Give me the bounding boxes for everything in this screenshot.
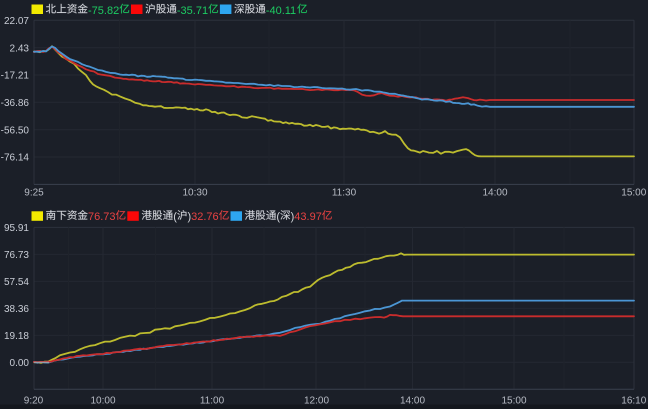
svg-text:14:00: 14:00 bbox=[400, 395, 425, 406]
svg-text:14:00: 14:00 bbox=[482, 188, 507, 199]
svg-text:15:00: 15:00 bbox=[501, 395, 526, 406]
svg-text:-56.50: -56.50 bbox=[1, 125, 30, 136]
svg-text:43.97: 43.97 bbox=[294, 211, 322, 223]
svg-text:): ) bbox=[188, 211, 192, 223]
svg-text:0.00: 0.00 bbox=[10, 358, 30, 369]
svg-text:10:30: 10:30 bbox=[182, 188, 207, 199]
svg-text:11:00: 11:00 bbox=[200, 395, 225, 406]
svg-text:95.91: 95.91 bbox=[4, 223, 29, 234]
svg-text:-75.82: -75.82 bbox=[88, 5, 119, 17]
svg-text:-36.86: -36.86 bbox=[1, 98, 30, 109]
svg-text:32.76: 32.76 bbox=[191, 211, 219, 223]
svg-text:-17.21: -17.21 bbox=[1, 71, 30, 82]
svg-text:10:00: 10:00 bbox=[90, 395, 115, 406]
svg-text:-35.71: -35.71 bbox=[177, 5, 208, 17]
svg-text:-76.14: -76.14 bbox=[1, 153, 30, 164]
svg-text:19.18: 19.18 bbox=[4, 331, 29, 342]
svg-text:76.73: 76.73 bbox=[88, 211, 116, 223]
svg-text:22.07: 22.07 bbox=[4, 16, 29, 27]
svg-text:12:00: 12:00 bbox=[304, 395, 329, 406]
svg-text:15:00: 15:00 bbox=[621, 188, 646, 199]
svg-text:-40.11: -40.11 bbox=[266, 5, 296, 17]
svg-text:9:20: 9:20 bbox=[24, 395, 44, 406]
svg-text:): ) bbox=[291, 211, 295, 223]
svg-text:(: ( bbox=[173, 211, 177, 223]
svg-text:38.36: 38.36 bbox=[4, 304, 29, 315]
svg-text:76.73: 76.73 bbox=[4, 250, 29, 261]
svg-text:2.43: 2.43 bbox=[10, 43, 30, 54]
svg-text:16:10: 16:10 bbox=[621, 395, 646, 406]
svg-text:11:30: 11:30 bbox=[332, 188, 357, 199]
svg-text:57.54: 57.54 bbox=[4, 277, 29, 288]
svg-text:(: ( bbox=[276, 211, 280, 223]
svg-text:9:25: 9:25 bbox=[24, 188, 44, 199]
